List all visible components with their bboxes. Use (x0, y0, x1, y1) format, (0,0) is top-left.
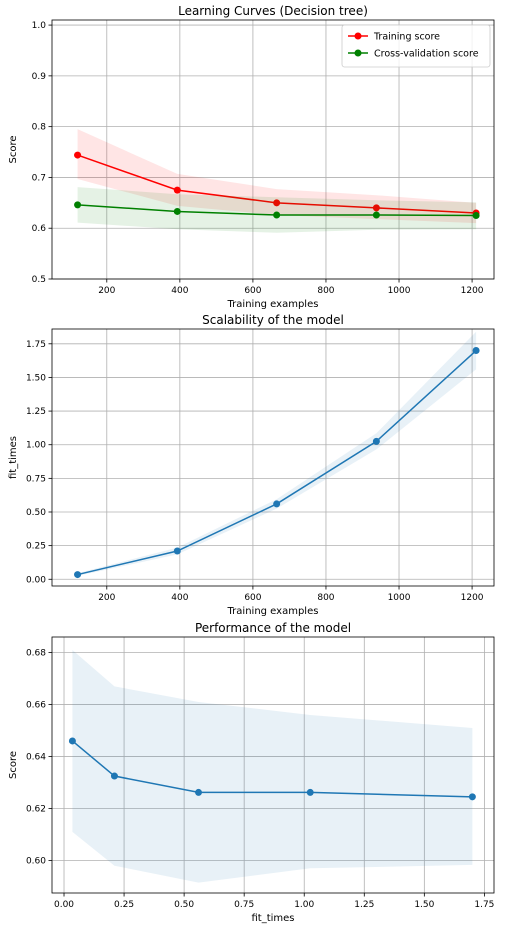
plot-area (68, 649, 476, 883)
y-tick-label: 0.7 (32, 173, 46, 183)
axes-frame (51, 19, 495, 280)
y-tick-label: 0.8 (32, 123, 47, 133)
gridlines (52, 637, 494, 893)
series-1-point (173, 186, 181, 194)
y-tick-label: 1.75 (26, 340, 46, 350)
series-1-point (110, 772, 118, 780)
x-tick-label: 1200 (461, 286, 484, 296)
y-tick-label: 1.0 (32, 21, 47, 31)
y-tick-label: 0.5 (32, 275, 46, 285)
x-tick-label: 400 (171, 593, 188, 603)
series-1-point (195, 788, 203, 796)
series-1-point (273, 500, 281, 508)
legend: Training score Cross-validation score (341, 24, 491, 68)
x-tick-label: 600 (244, 593, 261, 603)
y-tick-label: 1.25 (26, 407, 46, 417)
legend-label: Cross-validation score (374, 49, 479, 60)
chart-title: Scalability of the model (202, 313, 344, 327)
chart-panel-1: 200 400 600 800 1000 1200 0.5 0.6 0.7 0.8 0.9 1.0 Le… (8, 4, 495, 310)
series-1-point (468, 793, 476, 801)
axes-frame (51, 636, 495, 894)
x-tick-label: 600 (244, 286, 261, 296)
y-tick-label: 0.60 (26, 857, 46, 867)
series-1-band (77, 331, 477, 576)
x-tick-label: 1.50 (414, 900, 434, 910)
x-tick-label: 400 (171, 286, 188, 296)
x-tick-label: 200 (98, 286, 115, 296)
x-axis-label: Training examples (227, 606, 319, 617)
chart-panel-2: 200 400 600 800 1000 1200 0.00 0.25 0.50 0.75 1.00… (8, 313, 495, 617)
y-tick-label: 0.75 (26, 474, 46, 484)
x-tick-label: 1000 (388, 593, 411, 603)
y-tick-label: 0.68 (26, 649, 46, 659)
series-1-point (472, 347, 480, 355)
series-2-band (77, 187, 477, 233)
x-tick-label: 200 (98, 593, 115, 603)
y-tick-label: 0.50 (26, 508, 46, 518)
x-tick-label: 1.25 (354, 900, 374, 910)
y-tick-label: 0.6 (32, 224, 47, 234)
series-1-point (372, 204, 380, 212)
x-tick-label: 0.00 (54, 900, 74, 910)
series-1-point (74, 151, 82, 159)
plot-area (74, 331, 480, 579)
series-2-point (173, 207, 181, 215)
x-tick-label: 0.75 (234, 900, 254, 910)
legend-marker (354, 32, 362, 40)
series-1-point (306, 788, 314, 796)
chart-title: Learning Curves (Decision tree) (178, 4, 368, 18)
y-tick-label: 0.25 (26, 542, 46, 552)
x-tick-label: 1000 (388, 286, 411, 296)
series-1-point (372, 437, 380, 445)
y-tick-label: 0.9 (32, 72, 47, 82)
axes-frame (51, 328, 495, 587)
series-1-line (77, 349, 477, 576)
plot-area (74, 129, 480, 233)
series-1-point (68, 737, 76, 745)
x-tick-label: 1.00 (294, 900, 314, 910)
y-tick-label: 1.00 (26, 441, 46, 451)
series-1-point (173, 547, 181, 555)
y-axis-label: Score (8, 751, 19, 779)
y-axis-label: fit_times (8, 436, 19, 479)
y-tick-label: 0.00 (26, 575, 46, 585)
x-axis-label: Training examples (227, 299, 319, 310)
y-tick-label: 0.66 (26, 701, 46, 711)
y-tick-label: 1.50 (26, 373, 46, 383)
x-tick-label: 800 (317, 593, 334, 603)
x-tick-label: 0.25 (114, 900, 134, 910)
x-tick-label: 800 (317, 286, 334, 296)
series-2-point (273, 211, 281, 219)
y-tick-label: 0.62 (26, 805, 46, 815)
y-axis-label: Score (8, 135, 19, 163)
series-2-point (74, 201, 82, 209)
x-tick-label: 0.50 (174, 900, 194, 910)
series-1-band (77, 129, 477, 224)
series-1-band (72, 649, 473, 883)
legend-marker (354, 49, 362, 57)
gridlines (52, 329, 494, 586)
chart-panel-3: 0.00 0.25 0.50 0.75 1.00 1.25 1.50 1.75 0.60 0.62… (8, 621, 494, 924)
chart-title: Performance of the model (195, 621, 351, 635)
series-1-point (74, 571, 82, 579)
x-tick-label: 1200 (461, 593, 484, 603)
y-tick-label: 0.64 (26, 753, 46, 763)
series-2-point (372, 211, 380, 219)
legend-box (341, 24, 491, 68)
series-2-point (472, 212, 480, 220)
legend-label: Training score (373, 32, 440, 43)
x-tick-label: 1.75 (474, 900, 494, 910)
x-axis-label: fit_times (251, 913, 294, 924)
series-1-point (273, 199, 281, 207)
